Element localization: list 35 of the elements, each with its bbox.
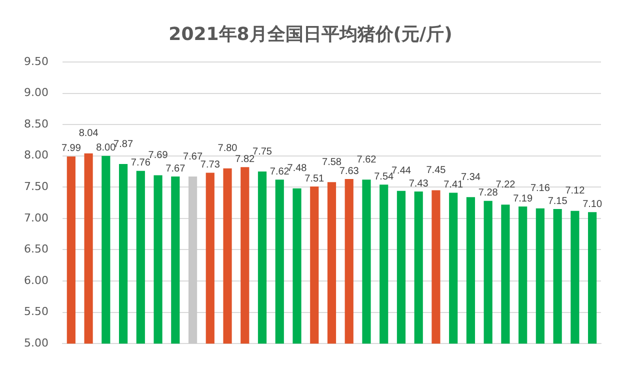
data-label: 8.04: [78, 128, 99, 140]
y-tick-label: 8.00: [24, 148, 48, 162]
y-tick-label: 7.50: [24, 180, 48, 194]
data-label: 7.51: [304, 173, 325, 184]
data-label: 7.63: [339, 166, 360, 177]
data-label: 8.00: [96, 142, 116, 154]
y-tick-label: 6.00: [24, 274, 48, 287]
data-label: 7.19: [513, 193, 533, 204]
data-label: 7.82: [235, 154, 256, 165]
data-label: 7.73: [200, 160, 220, 171]
data-label: 7.12: [565, 186, 586, 197]
y-tick-label: 7.00: [24, 211, 48, 224]
data-label: 7.69: [148, 150, 168, 162]
y-tick-label: 9.00: [24, 86, 48, 100]
data-label: 7.67: [183, 151, 203, 162]
y-tick-label: 5.00: [24, 336, 48, 350]
y-tick-label: 8.50: [24, 117, 48, 130]
data-label: 7.15: [548, 196, 568, 207]
data-label: 7.67: [166, 163, 186, 174]
data-label: 7.16: [530, 183, 550, 194]
data-label: 7.45: [426, 165, 446, 176]
data-label: 7.58: [322, 156, 342, 168]
y-tick-label: 5.50: [24, 305, 48, 318]
y-tick-label: 6.50: [24, 242, 48, 256]
data-label: 7.99: [61, 143, 82, 154]
data-label: 7.62: [356, 154, 377, 166]
data-label: 7.80: [218, 143, 238, 154]
chart-title: 2021年8月全国日平均猪价(元/斤): [168, 23, 454, 46]
data-label: 7.75: [252, 146, 272, 158]
data-label: 7.10: [582, 198, 602, 210]
data-label: 7.43: [408, 178, 429, 190]
y-tick-label: 9.50: [24, 54, 48, 68]
data-label: 7.22: [496, 179, 516, 190]
data-label: 7.76: [130, 158, 151, 169]
data-label: 7.28: [478, 188, 498, 199]
